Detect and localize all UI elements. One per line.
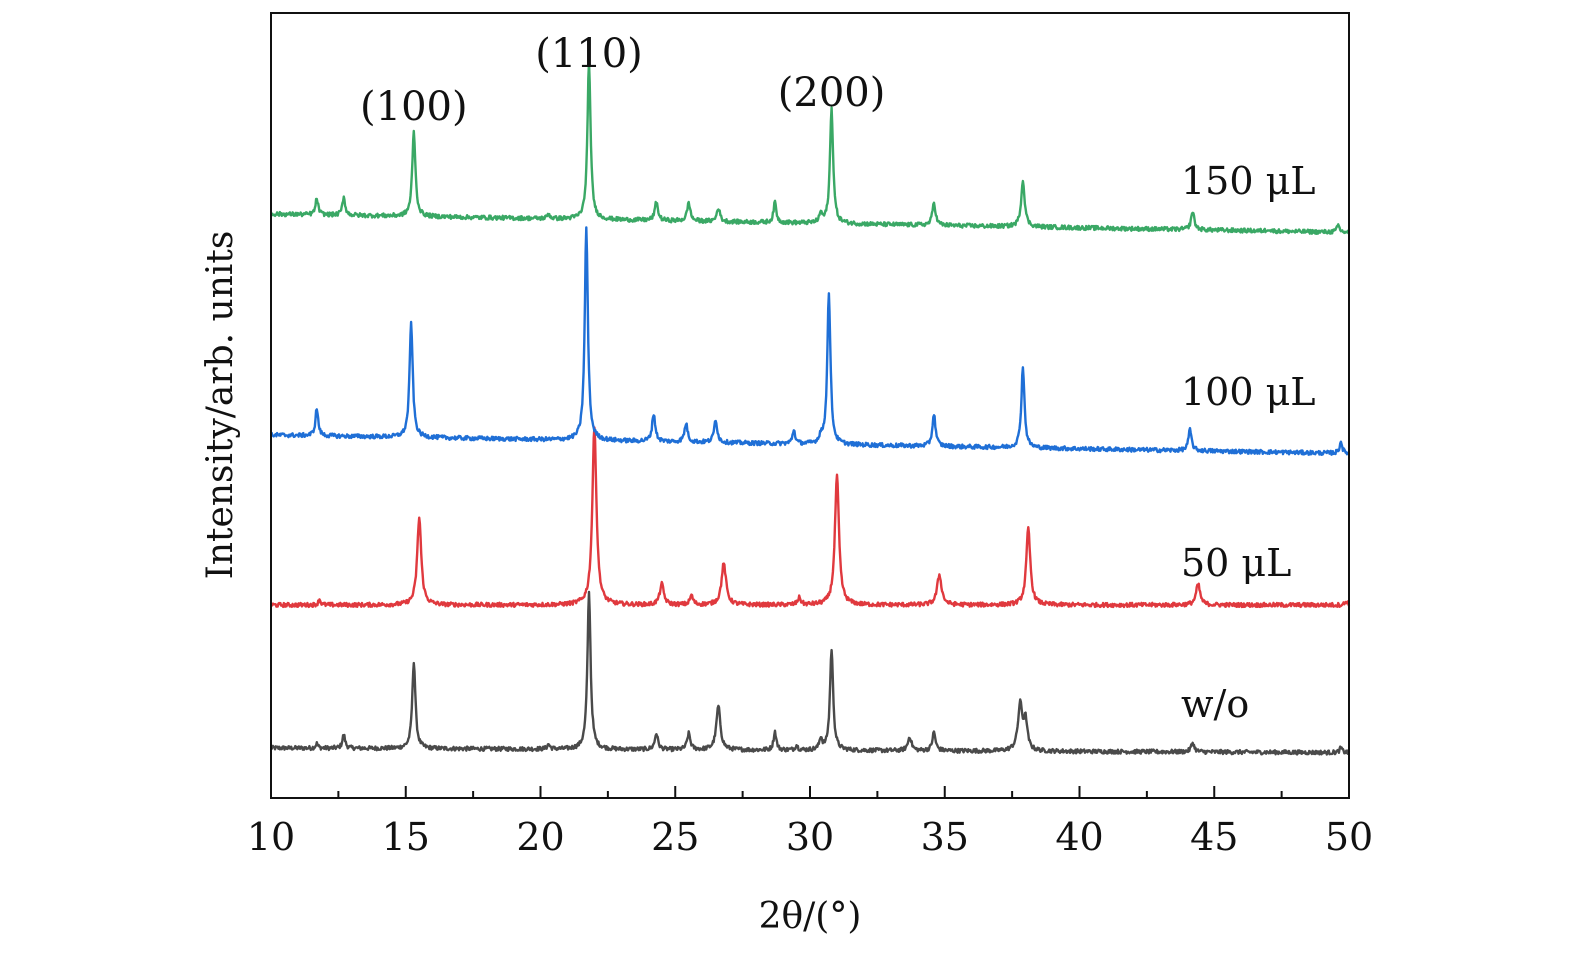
x-tick-label: 50 bbox=[1325, 815, 1373, 859]
series-label-1: 50 μL bbox=[1181, 541, 1291, 585]
x-tick-label: 10 bbox=[247, 815, 295, 859]
x-tick-label: 15 bbox=[382, 815, 430, 859]
series-line-2 bbox=[269, 226, 1350, 456]
series-label-0: w/o bbox=[1181, 682, 1249, 726]
series-labels: w/o 50 μL 100 μL 150 μL bbox=[1181, 159, 1316, 726]
peak-annotations: (100) (110) (200) bbox=[360, 31, 885, 130]
peak-annotation: (110) bbox=[535, 31, 643, 77]
series-label-3: 150 μL bbox=[1181, 159, 1316, 203]
x-axis: 10 15 20 25 30 35 40 45 50 bbox=[247, 786, 1373, 859]
x-tick-label: 25 bbox=[651, 815, 699, 859]
x-tick-label: 20 bbox=[516, 815, 564, 859]
series-label-2: 100 μL bbox=[1181, 370, 1316, 414]
y-axis-title: Intensity/arb. units bbox=[200, 231, 241, 580]
series-line-1 bbox=[270, 426, 1351, 609]
x-tick-label: 35 bbox=[921, 815, 969, 859]
plot-lines bbox=[269, 60, 1351, 756]
x-axis-title: 2θ/(°) bbox=[759, 896, 862, 937]
series-line-0 bbox=[269, 590, 1351, 756]
x-tick-label: 30 bbox=[786, 815, 834, 859]
series-line-3 bbox=[270, 60, 1351, 235]
peak-annotation: (100) bbox=[360, 84, 468, 130]
peak-annotation: (200) bbox=[778, 70, 886, 116]
x-tick-label: 40 bbox=[1055, 815, 1103, 859]
x-tick-label: 45 bbox=[1190, 815, 1238, 859]
